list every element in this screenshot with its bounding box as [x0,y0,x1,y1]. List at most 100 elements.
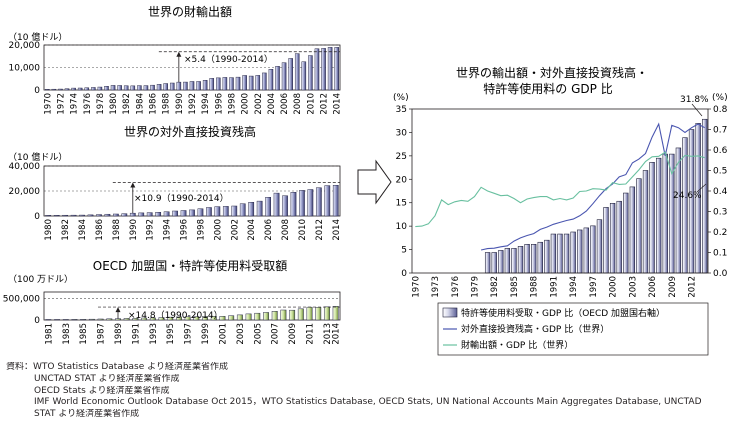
bar [210,316,217,321]
right-tick-label: 0.7 [713,126,727,136]
royalty-bar [577,229,583,274]
bar [239,203,246,217]
royalty-bar [649,162,655,274]
royalty-bar [682,137,688,274]
y-axis-unit: （100 万ドル） [8,274,73,285]
x-tick-label: 2000 [213,219,223,241]
x-tick-label: 2000 [241,93,251,115]
bar [77,87,83,91]
x-tick-label: 1997 [184,323,194,345]
bar [315,187,322,217]
royalty-panel: OECD 加盟国・特許等使用料受取額 （100 万ドル） 0 500,000 ×14.8… [3,258,342,345]
bar [70,214,77,217]
left-tick-label: 30 [396,128,408,138]
x-tick-label: 2008 [281,219,291,241]
x-tick-label: 1988 [530,276,540,298]
bar [288,58,293,91]
bar [219,316,226,321]
left-axis-unit: (%) [393,93,409,103]
bar [216,77,221,91]
x-tick-label: 2004 [267,93,277,115]
bar [172,210,178,217]
bar [242,75,247,91]
bar [294,53,300,91]
bar [189,81,195,91]
bar [202,316,209,321]
source-notes: 資料：WTO Statistics Database より経済産業省作成 UNC… [6,362,734,421]
bar [323,306,330,321]
x-tick-label: 1981 [44,323,54,345]
x-tick-label: 1982 [490,276,500,298]
x-tick-label: 1992 [188,93,198,115]
y-axis-unit: （10 億ドル） [8,31,67,43]
x-tick-label: 1986 [149,93,159,115]
bar [175,316,182,321]
x-tick-label: 1985 [79,323,89,345]
x-tick-label: 1970 [411,276,421,298]
bar [155,212,162,217]
x-tick-label: 2005 [253,323,263,345]
bar [280,309,287,321]
x-tick-label: 1998 [227,93,237,115]
legend-label-bar: 特許等使用料受取・GDP 比（OECD 加盟国右軸） [461,307,665,319]
bar [327,47,333,91]
bar [235,76,241,91]
y-tick-label: 10,000 [9,64,41,74]
bar [146,212,153,217]
royalty-bar [524,244,530,274]
bar [53,215,60,217]
left-tick-label: 20 [396,175,408,185]
x-tick-label: 1989 [114,323,124,345]
royalty-bar [629,186,636,274]
royalty-bar [623,192,629,274]
x-tick-label: 2010 [298,219,308,241]
royalty-bar [596,219,603,274]
right-tick-label: 0.5 [713,167,727,177]
bar [273,192,280,217]
x-tick-label: 1986 [95,219,105,241]
x-tick-label: 1976 [451,276,461,298]
fdi-ratio-line [480,122,705,251]
bar [104,86,109,91]
x-tick-label: 2009 [288,323,298,345]
growth-annotation: ×5.4（1990-2014） [184,54,273,65]
bar [222,206,229,217]
x-tick-label: 1982 [61,219,71,241]
royalty-bar [550,233,557,274]
royalty-bar [484,252,491,274]
bar [229,77,234,91]
x-tick-label: 1999 [201,323,211,345]
bar [176,81,182,91]
x-tick-label: 1984 [135,93,145,115]
bar [189,209,195,217]
x-tick-label: 1980 [109,93,119,115]
x-tick-label: 2009 [668,276,678,298]
right-tick-label: 0.0 [713,269,728,279]
left-tick-label: 10 [396,222,408,232]
bar [138,212,145,217]
royalty-bar [544,239,550,274]
bar [91,87,96,91]
x-tick-label: 1987 [97,323,107,345]
bar [51,88,57,91]
bar [97,86,103,91]
right-axis-unit: (%) [712,93,728,103]
bar [117,85,122,91]
royalty-bar [491,252,497,274]
x-tick-label: 2000 [609,276,619,298]
royalty-bar [563,233,570,274]
x-tick-label: 1982 [122,93,132,115]
right-tick-label: 0.2 [713,228,727,238]
plot-frame [43,291,341,321]
bar [222,77,228,91]
x-tick-label: 2002 [230,219,240,241]
x-tick-label: 1990 [129,219,139,241]
x-tick-label: 2011 [306,323,316,345]
royalty-bar [675,147,682,274]
bar [158,317,165,321]
bar [202,80,208,91]
x-tick-label: 1976 [83,93,93,115]
royalty-bar [603,207,609,274]
bar [315,307,322,321]
bar [45,215,52,217]
